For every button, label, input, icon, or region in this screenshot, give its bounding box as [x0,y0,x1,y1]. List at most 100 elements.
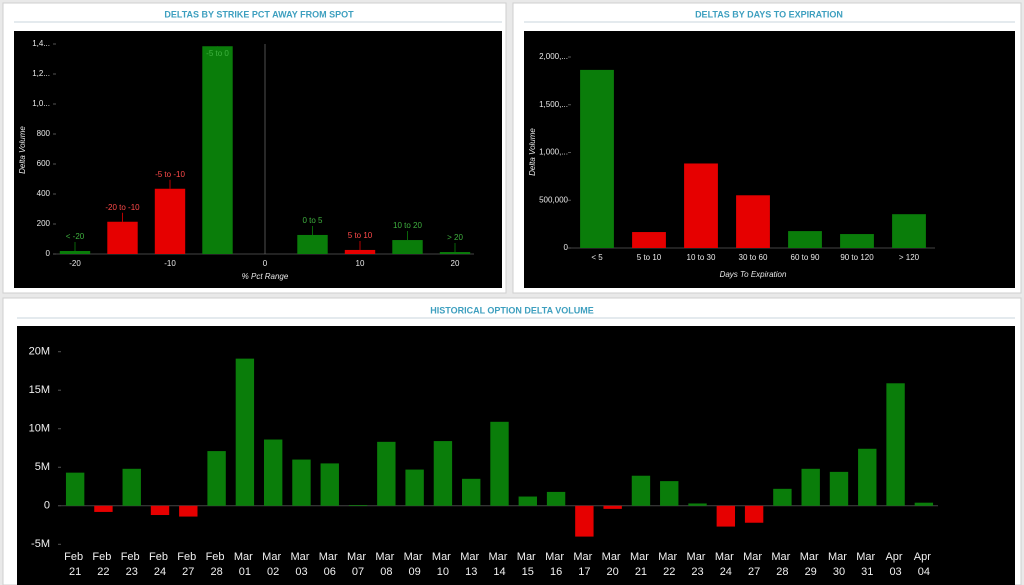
panel-title: DELTAS BY STRIKE PCT AWAY FROM SPOT [164,9,354,19]
bar [632,232,666,248]
bar-label: 10 to 20 [393,221,422,230]
x-tick-label: Mar 01 [234,551,256,578]
y-tick-label: -5M [31,538,50,550]
x-tick-label: Mar 29 [800,551,822,578]
x-tick-label: 5 to 10 [637,253,662,262]
x-tick-label: Mar 13 [460,551,482,578]
bar [348,505,368,506]
x-tick-label: 10 [356,259,365,268]
bar [788,231,822,248]
bar-label: -5 to 0 [206,49,229,58]
y-tick-label: 15M [29,384,50,396]
y-tick-label: 20M [29,346,50,358]
x-tick-label: -10 [164,259,176,268]
panel-title: HISTORICAL OPTION DELTA VOLUME [430,305,594,315]
y-tick-label: 600 [37,159,51,168]
bar [377,441,396,506]
bar [660,481,679,506]
x-axis-label: Days To Expiration [720,270,787,279]
x-tick-label: Mar 31 [856,551,878,578]
x-tick-label: Mar 28 [771,551,793,578]
x-tick-label: Mar 16 [545,551,567,578]
bar [179,505,198,517]
bar [886,383,905,506]
bar [773,488,792,506]
bar [122,468,141,506]
x-axis-label: % Pct Range [242,272,289,281]
bar [716,505,736,527]
x-tick-label: 20 [451,259,460,268]
bar [490,421,509,506]
bar-label: -20 to -10 [105,203,140,212]
bar [59,251,91,254]
bar-label: < -20 [66,232,85,241]
bar-label: 0 to 5 [302,216,323,225]
x-tick-label: Mar 17 [573,551,595,578]
x-tick-label: Feb 22 [92,551,114,578]
bar [405,469,424,506]
bar [688,503,707,506]
x-tick-label: Feb 21 [64,551,86,578]
y-tick-label: 500,000 [539,195,568,204]
bar-label: > 20 [447,233,463,242]
y-tick-label: 1,000,... [539,148,568,157]
y-tick-label: 0 [46,249,51,258]
x-tick-label: Apr 04 [914,551,934,578]
x-tick-label: Mar 20 [602,551,624,578]
bar [150,505,170,516]
y-tick-label: 2,000,... [539,52,568,61]
y-tick-label: 400 [37,189,51,198]
bar [392,240,423,254]
bar [603,505,622,509]
x-tick-label: Apr 03 [885,551,905,578]
x-tick-label: > 120 [899,253,920,262]
bar [736,195,770,248]
x-tick-label: 60 to 90 [791,253,820,262]
x-tick-label: 10 to 30 [687,253,716,262]
y-tick-label: 1,0... [32,99,50,108]
y-tick-label: 200 [37,219,51,228]
panel-title: DELTAS BY DAYS TO EXPIRATION [695,9,843,19]
bar [914,502,934,506]
bar [462,478,481,506]
y-tick-label: 1,2... [32,69,50,78]
bar [631,475,651,506]
x-tick-label: Mar 03 [290,551,312,578]
plot-background [17,326,1015,585]
bar [320,463,339,506]
y-tick-label: 1,500,... [539,100,568,109]
x-tick-label: 0 [263,259,268,268]
x-tick-label: < 5 [591,253,603,262]
bar [297,234,328,254]
y-axis-label: Delta Volume [528,128,537,176]
bar [94,505,113,512]
x-tick-label: Mar 14 [489,551,511,578]
x-tick-label: Mar 10 [432,551,454,578]
x-tick-label: Mar 06 [319,551,341,578]
y-tick-label: 1,4... [32,39,50,48]
bar [580,69,614,248]
x-tick-label: 90 to 120 [840,253,874,262]
x-tick-label: Mar 22 [658,551,680,578]
y-axis-label: Delta Volume [18,126,27,174]
bar [263,439,283,506]
x-tick-label: Mar 08 [375,551,397,578]
x-tick-label: Mar 27 [743,551,765,578]
x-tick-label: Feb 23 [121,551,143,578]
bar [292,459,311,506]
bar [433,441,453,506]
x-tick-label: Feb 28 [206,551,228,578]
bar [892,214,926,248]
y-tick-label: 0 [44,500,50,512]
x-tick-label: Mar 15 [517,551,539,578]
bar [439,252,471,254]
x-tick-label: Mar 09 [404,551,426,578]
x-tick-label: 30 to 60 [739,253,768,262]
bar [829,471,849,506]
bar [154,188,186,254]
plot-background [14,31,502,288]
x-tick-label: Mar 21 [630,551,652,578]
bar [344,249,376,254]
x-tick-label: -20 [69,259,81,268]
